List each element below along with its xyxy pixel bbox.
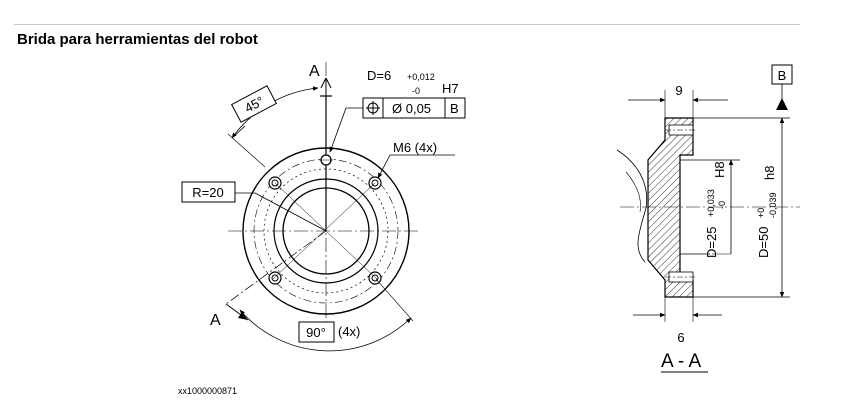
spacing-angle: 90° (306, 325, 326, 340)
section-mark-bottom: A (210, 312, 221, 329)
inner-dia-label: D=25 (704, 227, 719, 258)
radius-label: R=20 (192, 185, 223, 200)
outer-fit: h8 (762, 166, 777, 180)
feature-control-frame: Ø 0,05 B (329, 97, 466, 153)
fcf-diameter: Ø 0,05 (392, 101, 431, 116)
inner-circle (273, 178, 379, 284)
fcf-datum: B (450, 101, 459, 116)
page-title: Brida para herramientas del robot (17, 31, 258, 48)
datum-label: B (778, 68, 787, 83)
pin-hole-label: D=6 (367, 68, 391, 83)
pin-tol-lower: -0 (412, 86, 420, 96)
section-view: B 9 6 D=25 +0,0 (616, 64, 800, 373)
width-bottom: 6 (677, 330, 684, 345)
width-top: 9 (675, 83, 682, 98)
bore-circle (282, 187, 370, 275)
outer-dia-label: D=50 (756, 227, 771, 258)
flange-section (647, 117, 694, 298)
figure-id: xx1000000871 (178, 386, 238, 396)
pin-fit: H7 (442, 81, 459, 96)
pin-tol-upper: +0,012 (407, 72, 435, 82)
spacing-count: (4x) (338, 324, 360, 339)
section-mark-top: A (309, 63, 320, 80)
inner-tol-upper: +0,033 (706, 189, 716, 217)
threaded-hole-3 (268, 271, 282, 285)
section-name: A - A (661, 351, 701, 372)
top-rule (14, 24, 800, 25)
thread-label: M6 (4x) (393, 140, 437, 155)
inner-tol-lower: -0 (717, 201, 727, 209)
outer-tol-lower: -0,039 (768, 192, 778, 218)
front-view: A A 45° D=6 +0,012 -0 H7 Ø 0,05 B M6 (4x… (181, 62, 466, 352)
inner-fit: H8 (712, 161, 727, 178)
outer-tol-upper: +0 (756, 208, 766, 218)
thread-ring (263, 168, 389, 294)
